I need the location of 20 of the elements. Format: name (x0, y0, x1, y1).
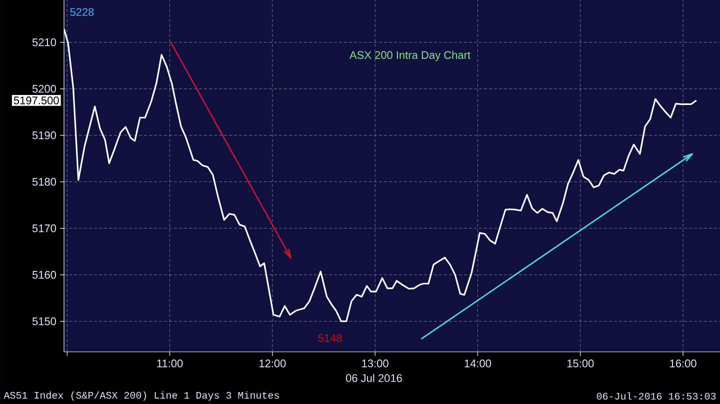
y-tick-label: 5210 (32, 38, 56, 46)
x-tick-label: 13:00 (362, 360, 388, 368)
text: 06-Jul-2016 16:53:03 (596, 392, 716, 400)
y-tick-label: 5170 (32, 224, 56, 232)
y-tick-label: 5160 (32, 270, 56, 279)
x-axis-title: 06 Jul 2016 (346, 374, 402, 382)
y-tick-label: 5200 (32, 84, 56, 93)
annotation: 5228 (70, 8, 94, 16)
x-tick-label: 15:00 (567, 360, 594, 368)
text: 5197.500 (14, 96, 59, 104)
text: ASX 200 Intra Day Chart (349, 50, 470, 62)
y-tick-label: 5150 (32, 317, 56, 326)
y-tick-label: 5190 (32, 131, 56, 140)
x-tick-label: 11:00 (157, 360, 183, 368)
y-tick-label: 5180 (32, 178, 56, 186)
x-tick-label: 12:00 (259, 360, 286, 368)
x-tick-label: 16:00 (670, 360, 696, 368)
annotation: 5148 (318, 334, 342, 342)
x-tick-label: 14:00 (464, 360, 492, 368)
text: AS51 Index (S&P/ASX 200) Line 1 Days 3 Minutes (4, 391, 279, 401)
